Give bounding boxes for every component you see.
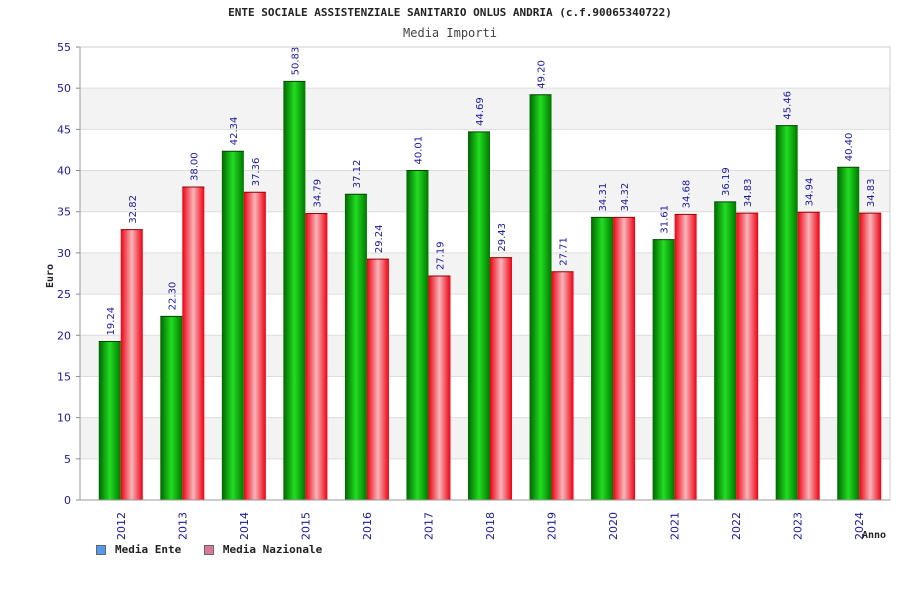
- chart-title: ENTE SOCIALE ASSISTENZIALE SANITARIO ONL…: [228, 6, 672, 19]
- x-tick-label-2017: 2017: [422, 512, 435, 540]
- data-label-media-ente-2015: 50.83: [290, 47, 301, 76]
- data-label-media-ente-2017: 40.01: [413, 136, 424, 165]
- x-tick-label-2016: 2016: [361, 512, 374, 540]
- data-label-media-nazionale-2013: 38.00: [189, 152, 200, 181]
- bar-media-nazionale-2024: [859, 213, 882, 501]
- bar-media-ente-2024: [837, 167, 860, 500]
- x-tick-label-2020: 2020: [607, 512, 620, 540]
- x-tick-label-2012: 2012: [115, 512, 128, 540]
- legend-swatch-media-ente: [96, 544, 106, 555]
- bar-media-ente-2018: [468, 131, 490, 500]
- bar-media-nazionale-2020: [613, 217, 636, 500]
- data-label-media-nazionale-2024: 34.83: [866, 178, 877, 207]
- bar-media-ente-2020: [591, 217, 614, 500]
- bar-media-ente-2022: [714, 201, 737, 500]
- x-axis-title: Anno: [862, 530, 886, 541]
- data-label-media-nazionale-2020: 34.32: [620, 183, 631, 212]
- x-tick-label-2014: 2014: [238, 512, 251, 540]
- bar-media-nazionale-2012: [120, 229, 143, 500]
- bar-media-nazionale-2016: [366, 259, 389, 500]
- data-label-media-nazionale-2022: 34.83: [743, 178, 754, 207]
- y-tick-label: 55: [57, 41, 71, 54]
- bar-media-nazionale-2018: [490, 257, 512, 500]
- data-label-media-ente-2024: 40.40: [844, 133, 855, 162]
- legend-label-media-ente: Media Ente: [115, 543, 182, 556]
- bar-media-ente-2019: [529, 94, 552, 501]
- data-label-media-nazionale-2015: 34.79: [312, 179, 323, 208]
- chart-subtitle: Media Importi: [403, 26, 497, 40]
- bar-media-ente-2012: [98, 341, 121, 500]
- bar-media-nazionale-2021: [674, 214, 697, 500]
- y-tick-label: 50: [57, 82, 71, 95]
- data-label-media-ente-2012: 19.24: [106, 307, 117, 336]
- bar-media-nazionale-2014: [243, 192, 266, 500]
- legend-item-media-ente: Media Ente: [96, 543, 181, 556]
- data-label-media-ente-2022: 36.19: [721, 167, 732, 196]
- data-label-media-ente-2021: 31.61: [660, 205, 671, 234]
- x-tick-label-2013: 2013: [176, 512, 189, 540]
- data-label-media-ente-2023: 45.46: [783, 91, 794, 120]
- x-tick-label-2023: 2023: [792, 512, 805, 540]
- data-label-media-ente-2020: 34.31: [598, 183, 609, 212]
- y-tick-label: 35: [57, 206, 71, 219]
- y-tick-label: 20: [57, 329, 71, 342]
- data-label-media-ente-2018: 44.69: [475, 97, 486, 126]
- data-label-media-nazionale-2023: 34.94: [805, 178, 816, 207]
- bar-media-ente-2015: [283, 81, 306, 500]
- legend-swatch-media-nazionale: [203, 544, 214, 555]
- data-label-media-ente-2019: 49.20: [537, 60, 548, 89]
- y-tick-label: 30: [57, 247, 71, 260]
- x-tick-label-2018: 2018: [484, 512, 497, 540]
- bar-media-nazionale-2022: [736, 213, 759, 501]
- data-label-media-nazionale-2019: 27.71: [559, 237, 570, 266]
- bar-media-nazionale-2023: [797, 212, 820, 501]
- bar-media-ente-2023: [775, 125, 798, 501]
- data-label-media-nazionale-2021: 34.68: [682, 180, 693, 209]
- bar-media-nazionale-2015: [305, 213, 328, 500]
- bar-media-nazionale-2013: [182, 187, 205, 500]
- bar-media-ente-2013: [160, 316, 183, 500]
- x-tick-label-2022: 2022: [730, 512, 743, 540]
- y-tick-label: 40: [57, 165, 71, 178]
- y-tick-label: 0: [64, 494, 71, 507]
- data-label-media-nazionale-2016: 29.24: [374, 225, 385, 254]
- legend-item-media-nazionale: Media Nazionale: [203, 543, 323, 556]
- bar-media-nazionale-2017: [428, 276, 451, 500]
- legend-label-media-nazionale: Media Nazionale: [222, 543, 323, 556]
- y-tick-label: 45: [57, 123, 71, 136]
- bar-media-ente-2021: [652, 239, 675, 500]
- x-tick-label-2019: 2019: [546, 512, 559, 540]
- grid-band: [80, 88, 890, 130]
- x-tick-label-2015: 2015: [299, 512, 312, 540]
- x-tick-label-2021: 2021: [669, 512, 682, 540]
- data-label-media-nazionale-2018: 29.43: [497, 223, 508, 252]
- y-axis-title: Euro: [45, 264, 56, 288]
- data-label-media-nazionale-2012: 32.82: [128, 195, 139, 224]
- legend: Media Ente Media Nazionale: [96, 543, 338, 558]
- bar-media-ente-2014: [221, 151, 244, 500]
- y-tick-label: 25: [57, 288, 71, 301]
- x-tick-label-2024: 2024: [853, 512, 866, 540]
- y-tick-label: 15: [57, 370, 71, 383]
- data-label-media-nazionale-2017: 27.19: [435, 241, 446, 270]
- y-tick-label: 10: [57, 412, 71, 425]
- data-label-media-ente-2014: 42.34: [229, 117, 240, 146]
- y-tick-label: 5: [64, 453, 71, 466]
- data-label-media-ente-2013: 22.30: [167, 282, 178, 311]
- data-label-media-nazionale-2014: 37.36: [251, 158, 262, 187]
- bar-media-ente-2017: [406, 170, 429, 501]
- bar-media-nazionale-2019: [551, 271, 574, 500]
- data-label-media-ente-2016: 37.12: [352, 160, 363, 189]
- bar-media-ente-2016: [344, 194, 367, 500]
